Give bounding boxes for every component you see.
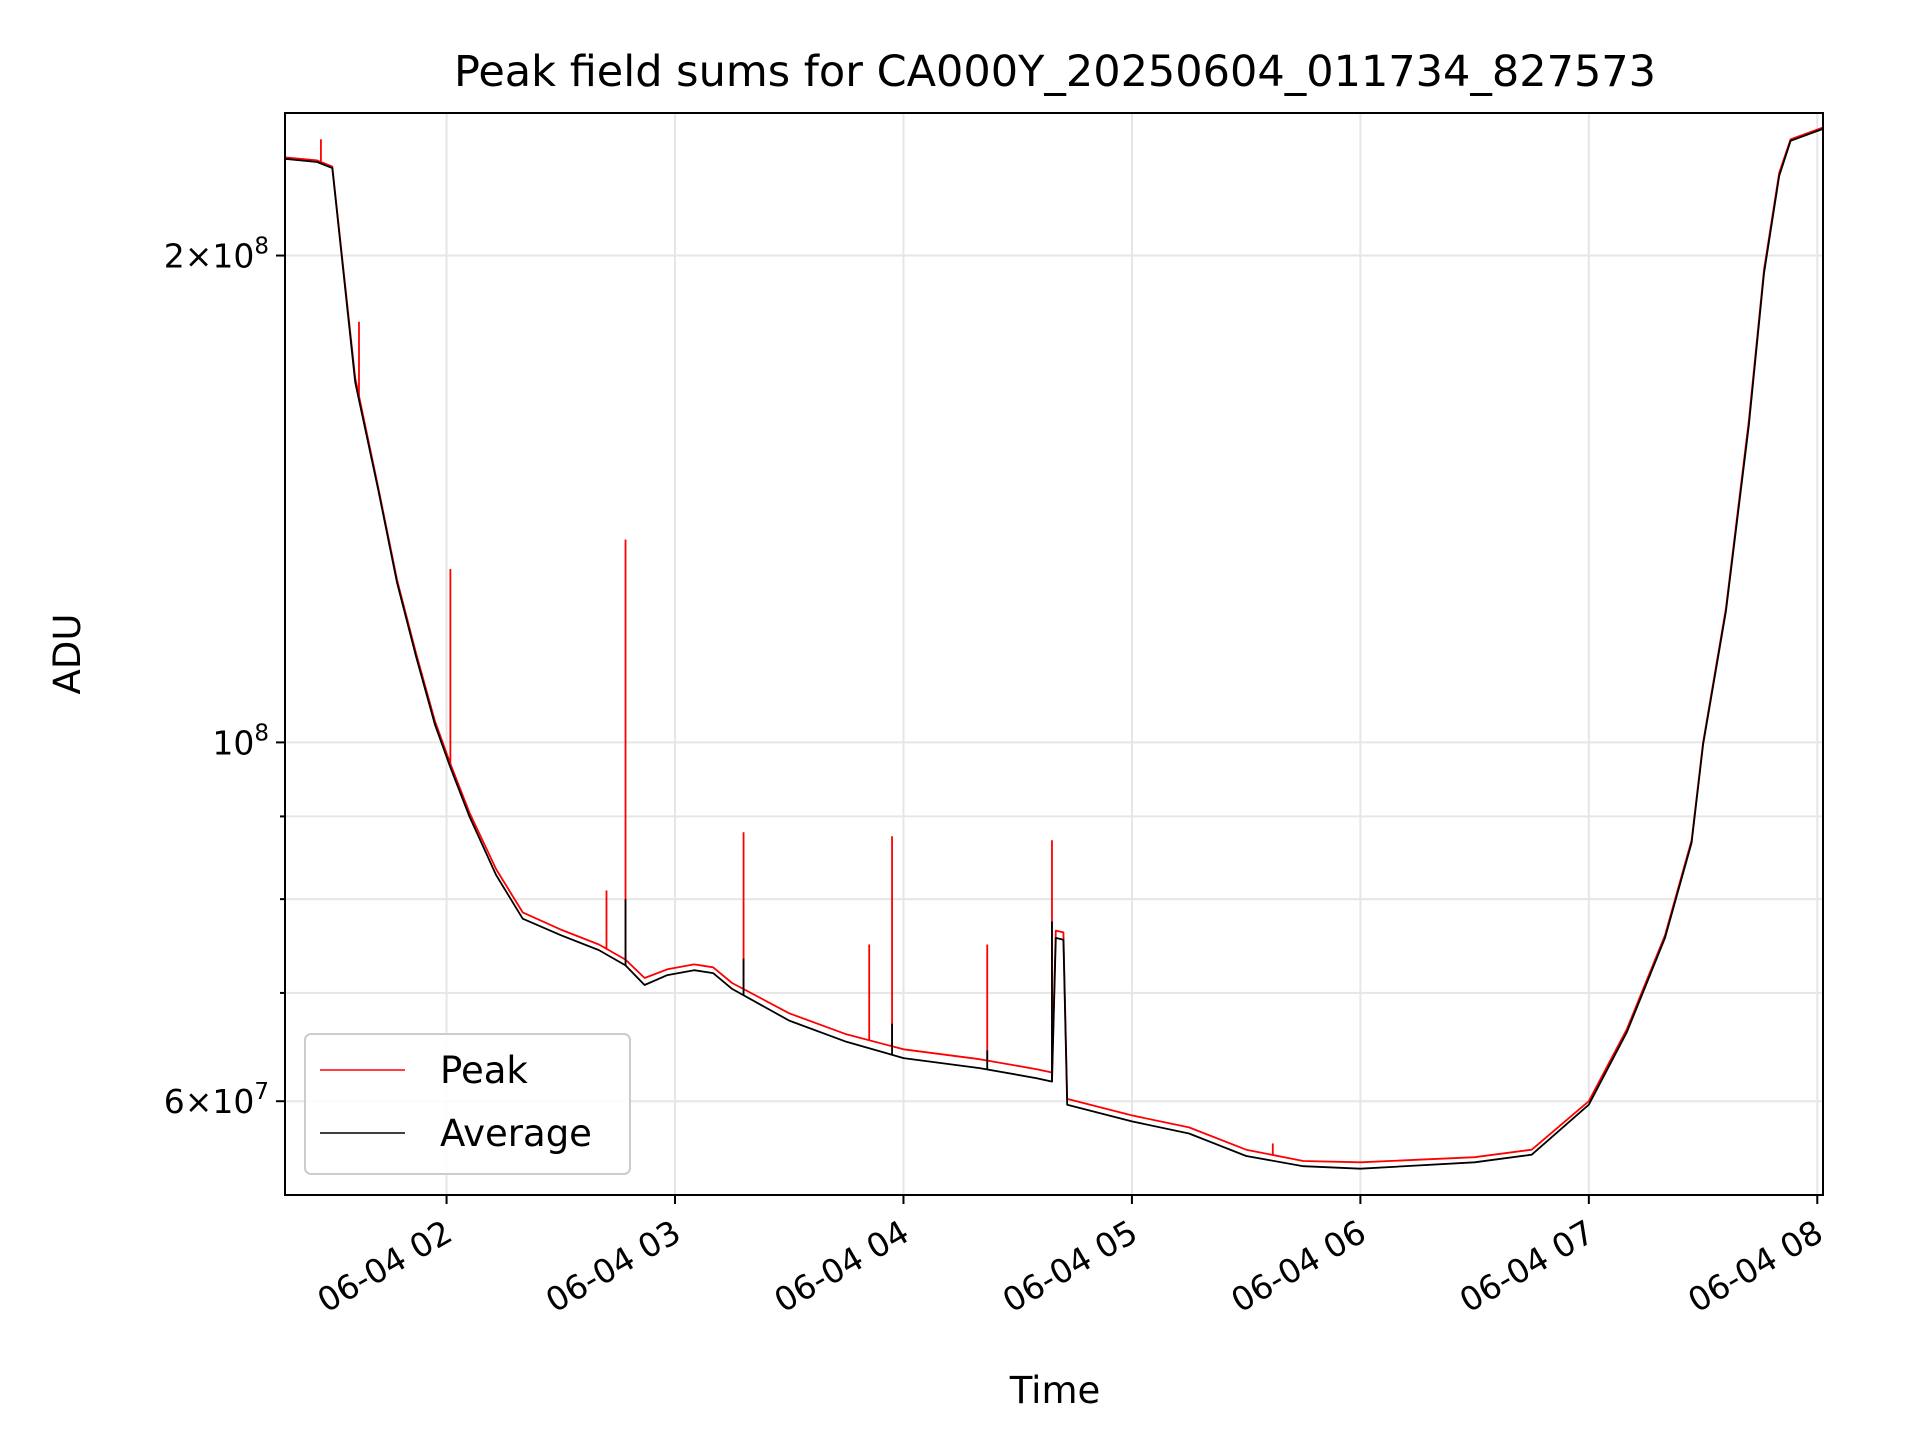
legend-box: [304, 1033, 631, 1175]
y-axis-label: ADU: [46, 614, 89, 695]
x-axis-label: Time: [1009, 1369, 1101, 1412]
chart-title: Peak field sums for CA000Y_20250604_0117…: [454, 47, 1656, 97]
legend-label-peak: Peak: [440, 1049, 528, 1092]
legend-label-average: Average: [440, 1112, 592, 1155]
y-tick-label: 2×108: [164, 234, 269, 276]
y-tick-label: 6×107: [164, 1079, 269, 1121]
legend: Peak Average: [304, 1033, 631, 1175]
series-line-average: [284, 128, 1824, 1170]
plot-frame: [284, 112, 1824, 1196]
series-layer: [284, 126, 1824, 1170]
